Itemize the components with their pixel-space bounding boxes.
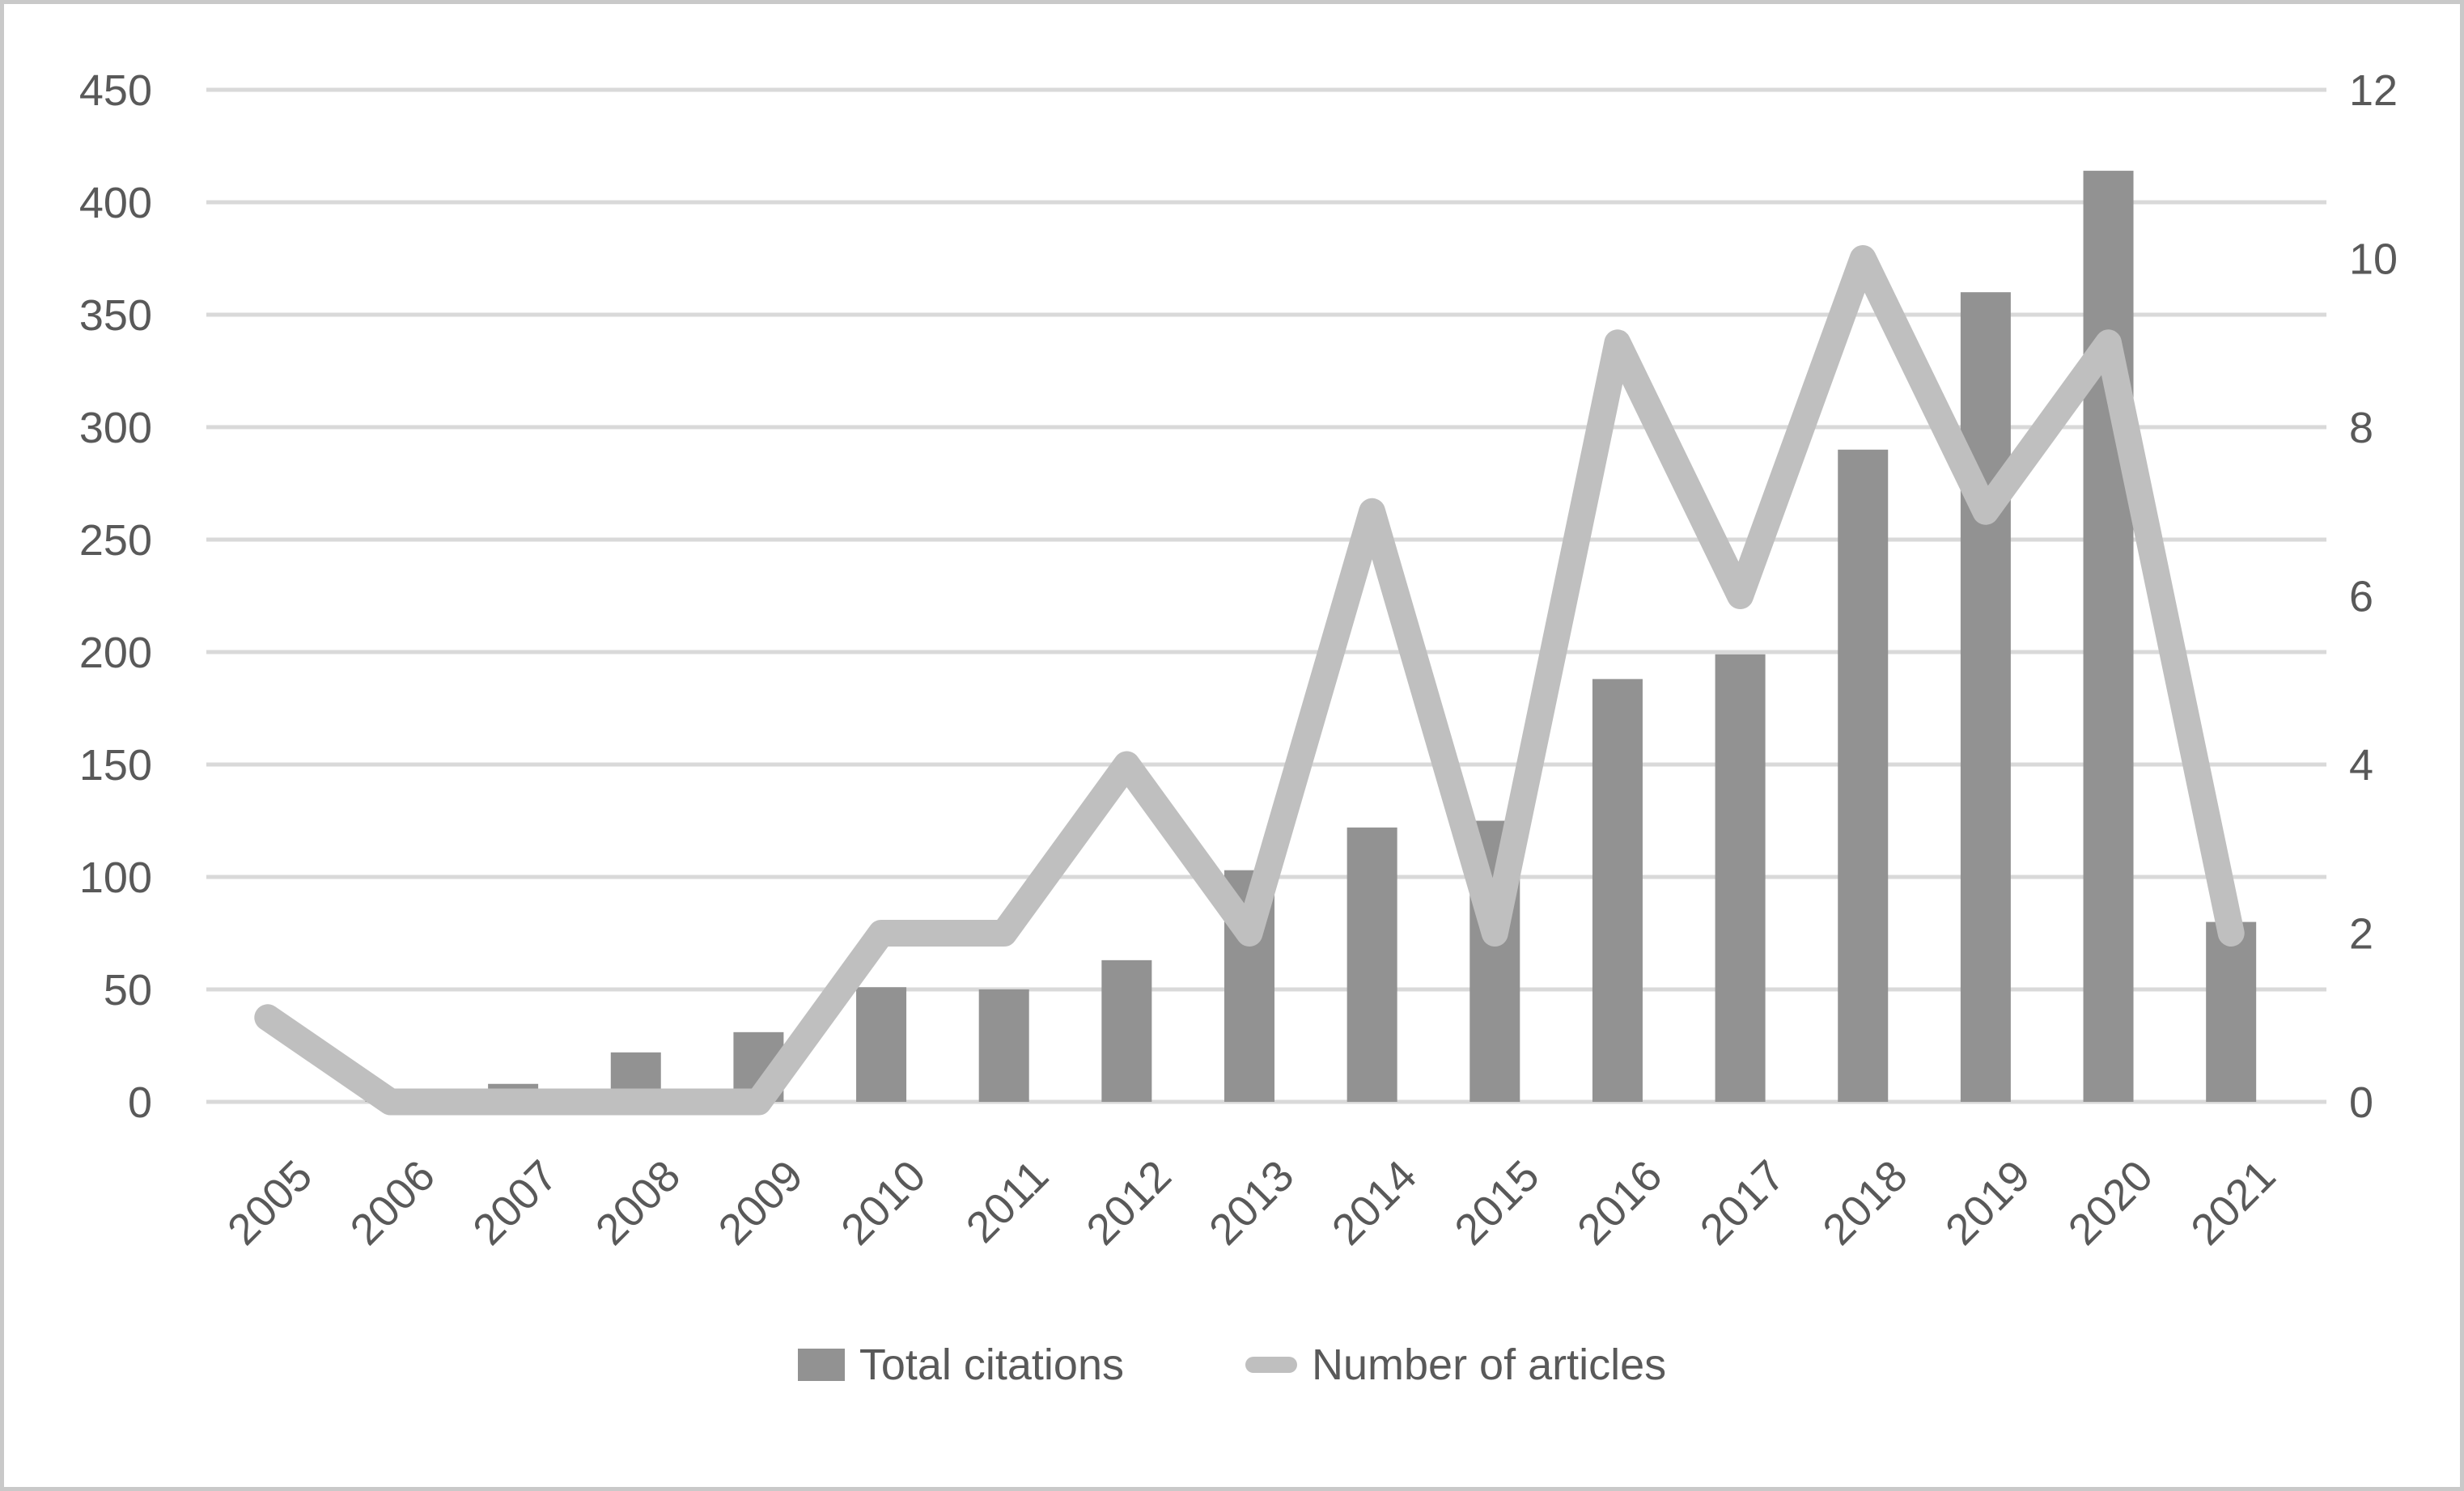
- x-label-2006: 2006: [341, 1151, 444, 1254]
- y-right-tick-2: 2: [2349, 910, 2373, 959]
- gridlines: [206, 87, 2326, 1104]
- bar-swatch-icon: [797, 1349, 845, 1381]
- combo-chart: 0 50 100 150 200 250 300 350 400 450 0 2 4 6 8 10 12 20…: [79, 66, 2398, 1254]
- x-label-2014: 2014: [1323, 1151, 1426, 1254]
- bar-2021: [2206, 921, 2257, 1102]
- bar-2017: [1715, 654, 1766, 1102]
- x-label-2005: 2005: [218, 1151, 321, 1254]
- bar-2011: [978, 989, 1029, 1102]
- x-label-2008: 2008: [587, 1151, 689, 1254]
- y-left-tick-200: 200: [79, 629, 152, 677]
- y-right-tick-0: 0: [2349, 1078, 2373, 1127]
- right-axis-labels: 0 2 4 6 8 10 12: [2349, 66, 2398, 1127]
- x-label-2017: 2017: [1691, 1151, 1794, 1254]
- y-left-tick-0: 0: [128, 1078, 152, 1127]
- bar-2012: [1101, 959, 1152, 1102]
- x-label-2018: 2018: [1813, 1151, 1916, 1254]
- bar-2020: [2083, 171, 2134, 1103]
- y-left-tick-50: 50: [104, 966, 152, 1014]
- left-axis-labels: 0 50 100 150 200 250 300 350 400 450: [79, 66, 152, 1127]
- legend: Total citations Number of articles: [4, 1343, 2460, 1387]
- x-label-2009: 2009: [710, 1151, 812, 1254]
- y-left-tick-450: 450: [79, 66, 152, 115]
- x-label-2007: 2007: [464, 1151, 566, 1254]
- x-label-2020: 2020: [2059, 1151, 2162, 1254]
- bar-2010: [856, 987, 907, 1102]
- line-swatch-icon: [1245, 1357, 1297, 1373]
- x-label-2011: 2011: [957, 1151, 1058, 1252]
- y-left-tick-300: 300: [79, 404, 152, 452]
- y-right-tick-4: 4: [2349, 741, 2373, 790]
- legend-item-total-citations: Total citations: [797, 1341, 1124, 1389]
- x-label-2012: 2012: [1077, 1151, 1180, 1254]
- x-axis-labels: 2005 2006 2007 2008 2009 2010 2011 2012 2013 2014…: [218, 1151, 2285, 1254]
- y-right-tick-6: 6: [2349, 573, 2373, 621]
- y-right-tick-8: 8: [2349, 404, 2373, 452]
- x-label-2016: 2016: [1568, 1151, 1671, 1254]
- bar-2019: [1960, 292, 2011, 1102]
- y-left-tick-400: 400: [79, 179, 152, 227]
- x-label-2015: 2015: [1445, 1151, 1548, 1254]
- y-right-tick-10: 10: [2349, 235, 2398, 284]
- y-left-tick-150: 150: [79, 741, 152, 790]
- x-label-2021: 2021: [2182, 1151, 2284, 1254]
- x-label-2019: 2019: [1936, 1151, 2039, 1254]
- legend-item-number-of-articles: Number of articles: [1245, 1343, 1666, 1387]
- y-left-tick-100: 100: [79, 854, 152, 902]
- bar-2016: [1592, 679, 1643, 1102]
- x-label-2013: 2013: [1200, 1151, 1303, 1254]
- bar-series: [365, 171, 2257, 1103]
- articles-line: [254, 245, 2245, 1116]
- line-series: [254, 245, 2245, 1116]
- legend-label: Number of articles: [1312, 1341, 1667, 1389]
- bar-2018: [1838, 449, 1889, 1102]
- y-right-tick-12: 12: [2349, 66, 2398, 115]
- y-left-tick-250: 250: [79, 516, 152, 565]
- legend-label: Total citations: [859, 1341, 1124, 1389]
- y-left-tick-350: 350: [79, 291, 152, 340]
- bar-2014: [1347, 827, 1397, 1102]
- x-label-2010: 2010: [832, 1151, 935, 1254]
